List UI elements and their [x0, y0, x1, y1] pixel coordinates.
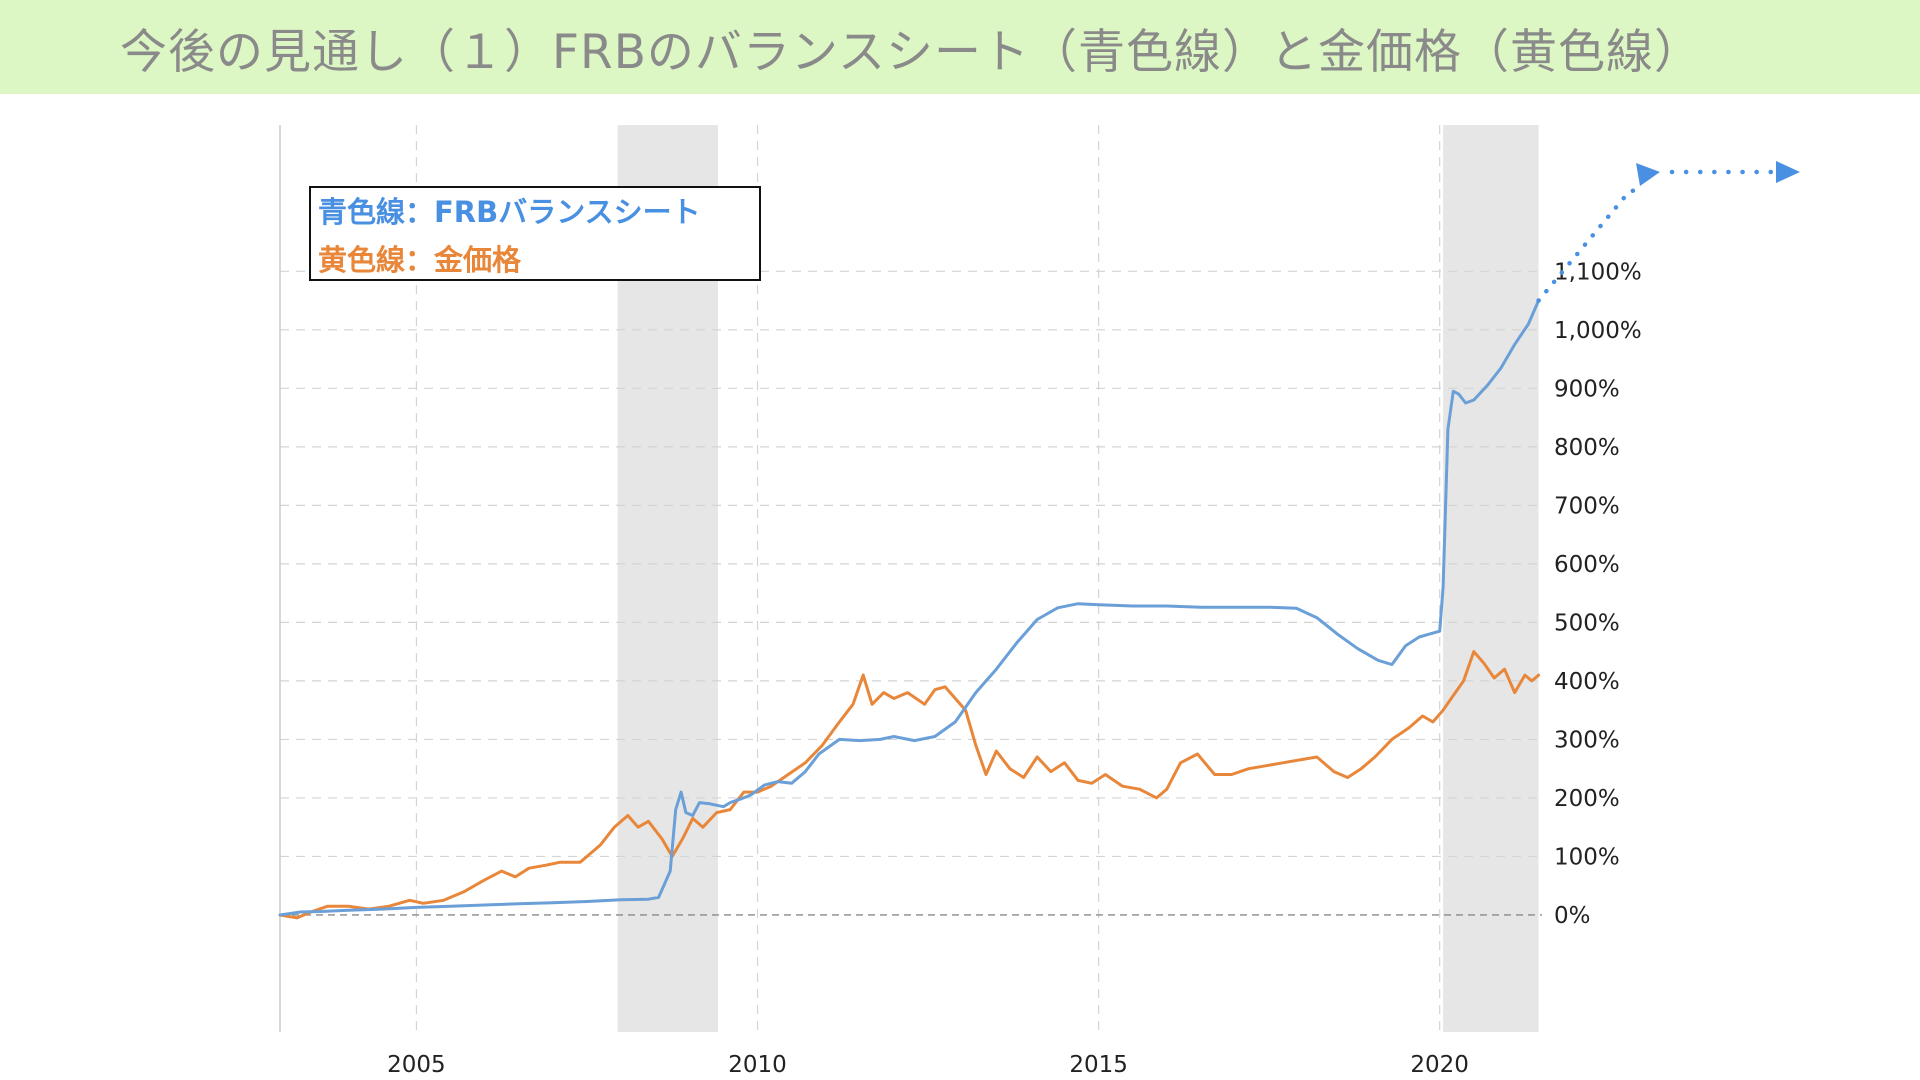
legend-orange-label: 黄色線：金価格 — [318, 243, 522, 277]
projection-arrow-diagonal — [1536, 183, 1646, 303]
x-tick-label: 2010 — [728, 1052, 787, 1078]
y-tick-label: 800% — [1554, 435, 1620, 461]
x-tick-label: 2015 — [1069, 1052, 1128, 1078]
recession-band-1 — [1443, 125, 1539, 1032]
y-tick-label: 200% — [1554, 786, 1620, 812]
title-bar: 今後の見通し（１）FRBのバランスシート（青色線）と金価格（黄色線） — [0, 0, 1920, 94]
projection-arrowhead-2 — [1776, 161, 1800, 183]
series-line-frb-balance-sheet — [278, 299, 1541, 917]
y-tick-label: 900% — [1554, 376, 1620, 402]
y-tick-label: 700% — [1554, 493, 1620, 519]
y-tick-label: 500% — [1554, 610, 1620, 636]
legend: 青色線：FRBバランスシート 黄色線：金価格 — [309, 186, 761, 281]
y-tick-label: 600% — [1554, 552, 1620, 578]
axes: 0% 100% 200% 300% 400% 500% 600% 700% 800% 900% 1,… — [279, 125, 1642, 1078]
projection-arrows — [1536, 161, 1800, 303]
x-tick-label: 2005 — [387, 1052, 446, 1078]
y-tick-label: 1,000% — [1554, 318, 1642, 344]
y-tick-label: 0% — [1554, 903, 1591, 929]
y-tick-label: 100% — [1554, 844, 1620, 870]
series-line-gold-price — [278, 650, 1541, 920]
legend-box — [309, 186, 761, 281]
y-tick-label: 400% — [1554, 669, 1620, 695]
projection-arrowhead-1 — [1636, 163, 1660, 186]
legend-blue-label: 青色線：FRBバランスシート — [318, 195, 701, 229]
page-title: 今後の見通し（１）FRBのバランスシート（青色線）と金価格（黄色線） — [120, 24, 1702, 80]
y-tick-label: 300% — [1554, 727, 1620, 753]
series — [278, 299, 1541, 920]
y-tick-label: 1,100% — [1554, 259, 1642, 285]
x-tick-label: 2020 — [1410, 1052, 1469, 1078]
